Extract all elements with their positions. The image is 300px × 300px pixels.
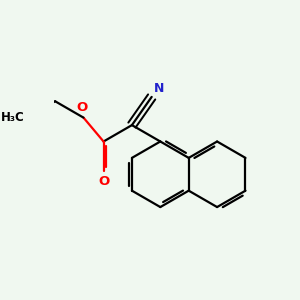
Text: O: O — [77, 101, 88, 115]
Text: N: N — [154, 82, 164, 95]
Text: H₃C: H₃C — [1, 111, 24, 124]
Text: O: O — [98, 175, 109, 188]
